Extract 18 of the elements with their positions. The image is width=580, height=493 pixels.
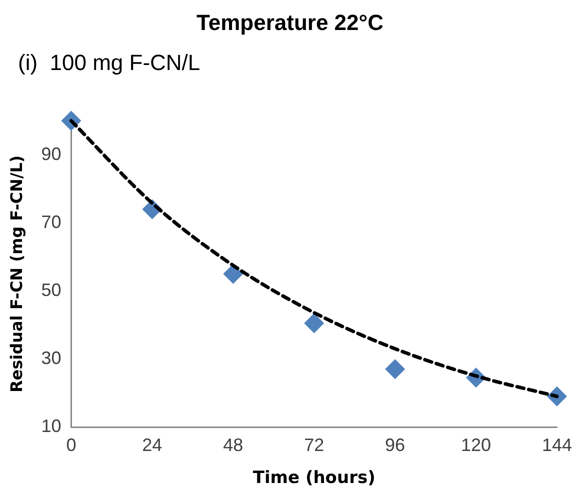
chart-subtitle: (i) 100 mg F-CN/L [18, 50, 200, 76]
x-tick-label: 120 [461, 434, 492, 455]
x-axis-title: Time (hours) [252, 468, 376, 488]
point [385, 359, 406, 380]
x-tick-label: 144 [542, 434, 572, 455]
y-tick-label: 10 [41, 416, 62, 436]
y-axis-title: Residual F-CN (mg F-CN/L) [6, 155, 26, 393]
chart-title: Temperature 22°C [196, 10, 384, 36]
y-tick-label: 30 [41, 348, 62, 368]
y-tick-label: 70 [41, 212, 62, 232]
x-tick-label: 72 [304, 434, 324, 455]
x-tick-label: 24 [142, 434, 162, 455]
x-tick-label: 0 [66, 434, 76, 455]
point [304, 313, 324, 334]
x-tick-label: 48 [223, 434, 244, 455]
y-tick-label: 90 [41, 144, 62, 164]
y-tick-label: 50 [41, 280, 62, 300]
x-tick-label: 96 [385, 434, 406, 455]
